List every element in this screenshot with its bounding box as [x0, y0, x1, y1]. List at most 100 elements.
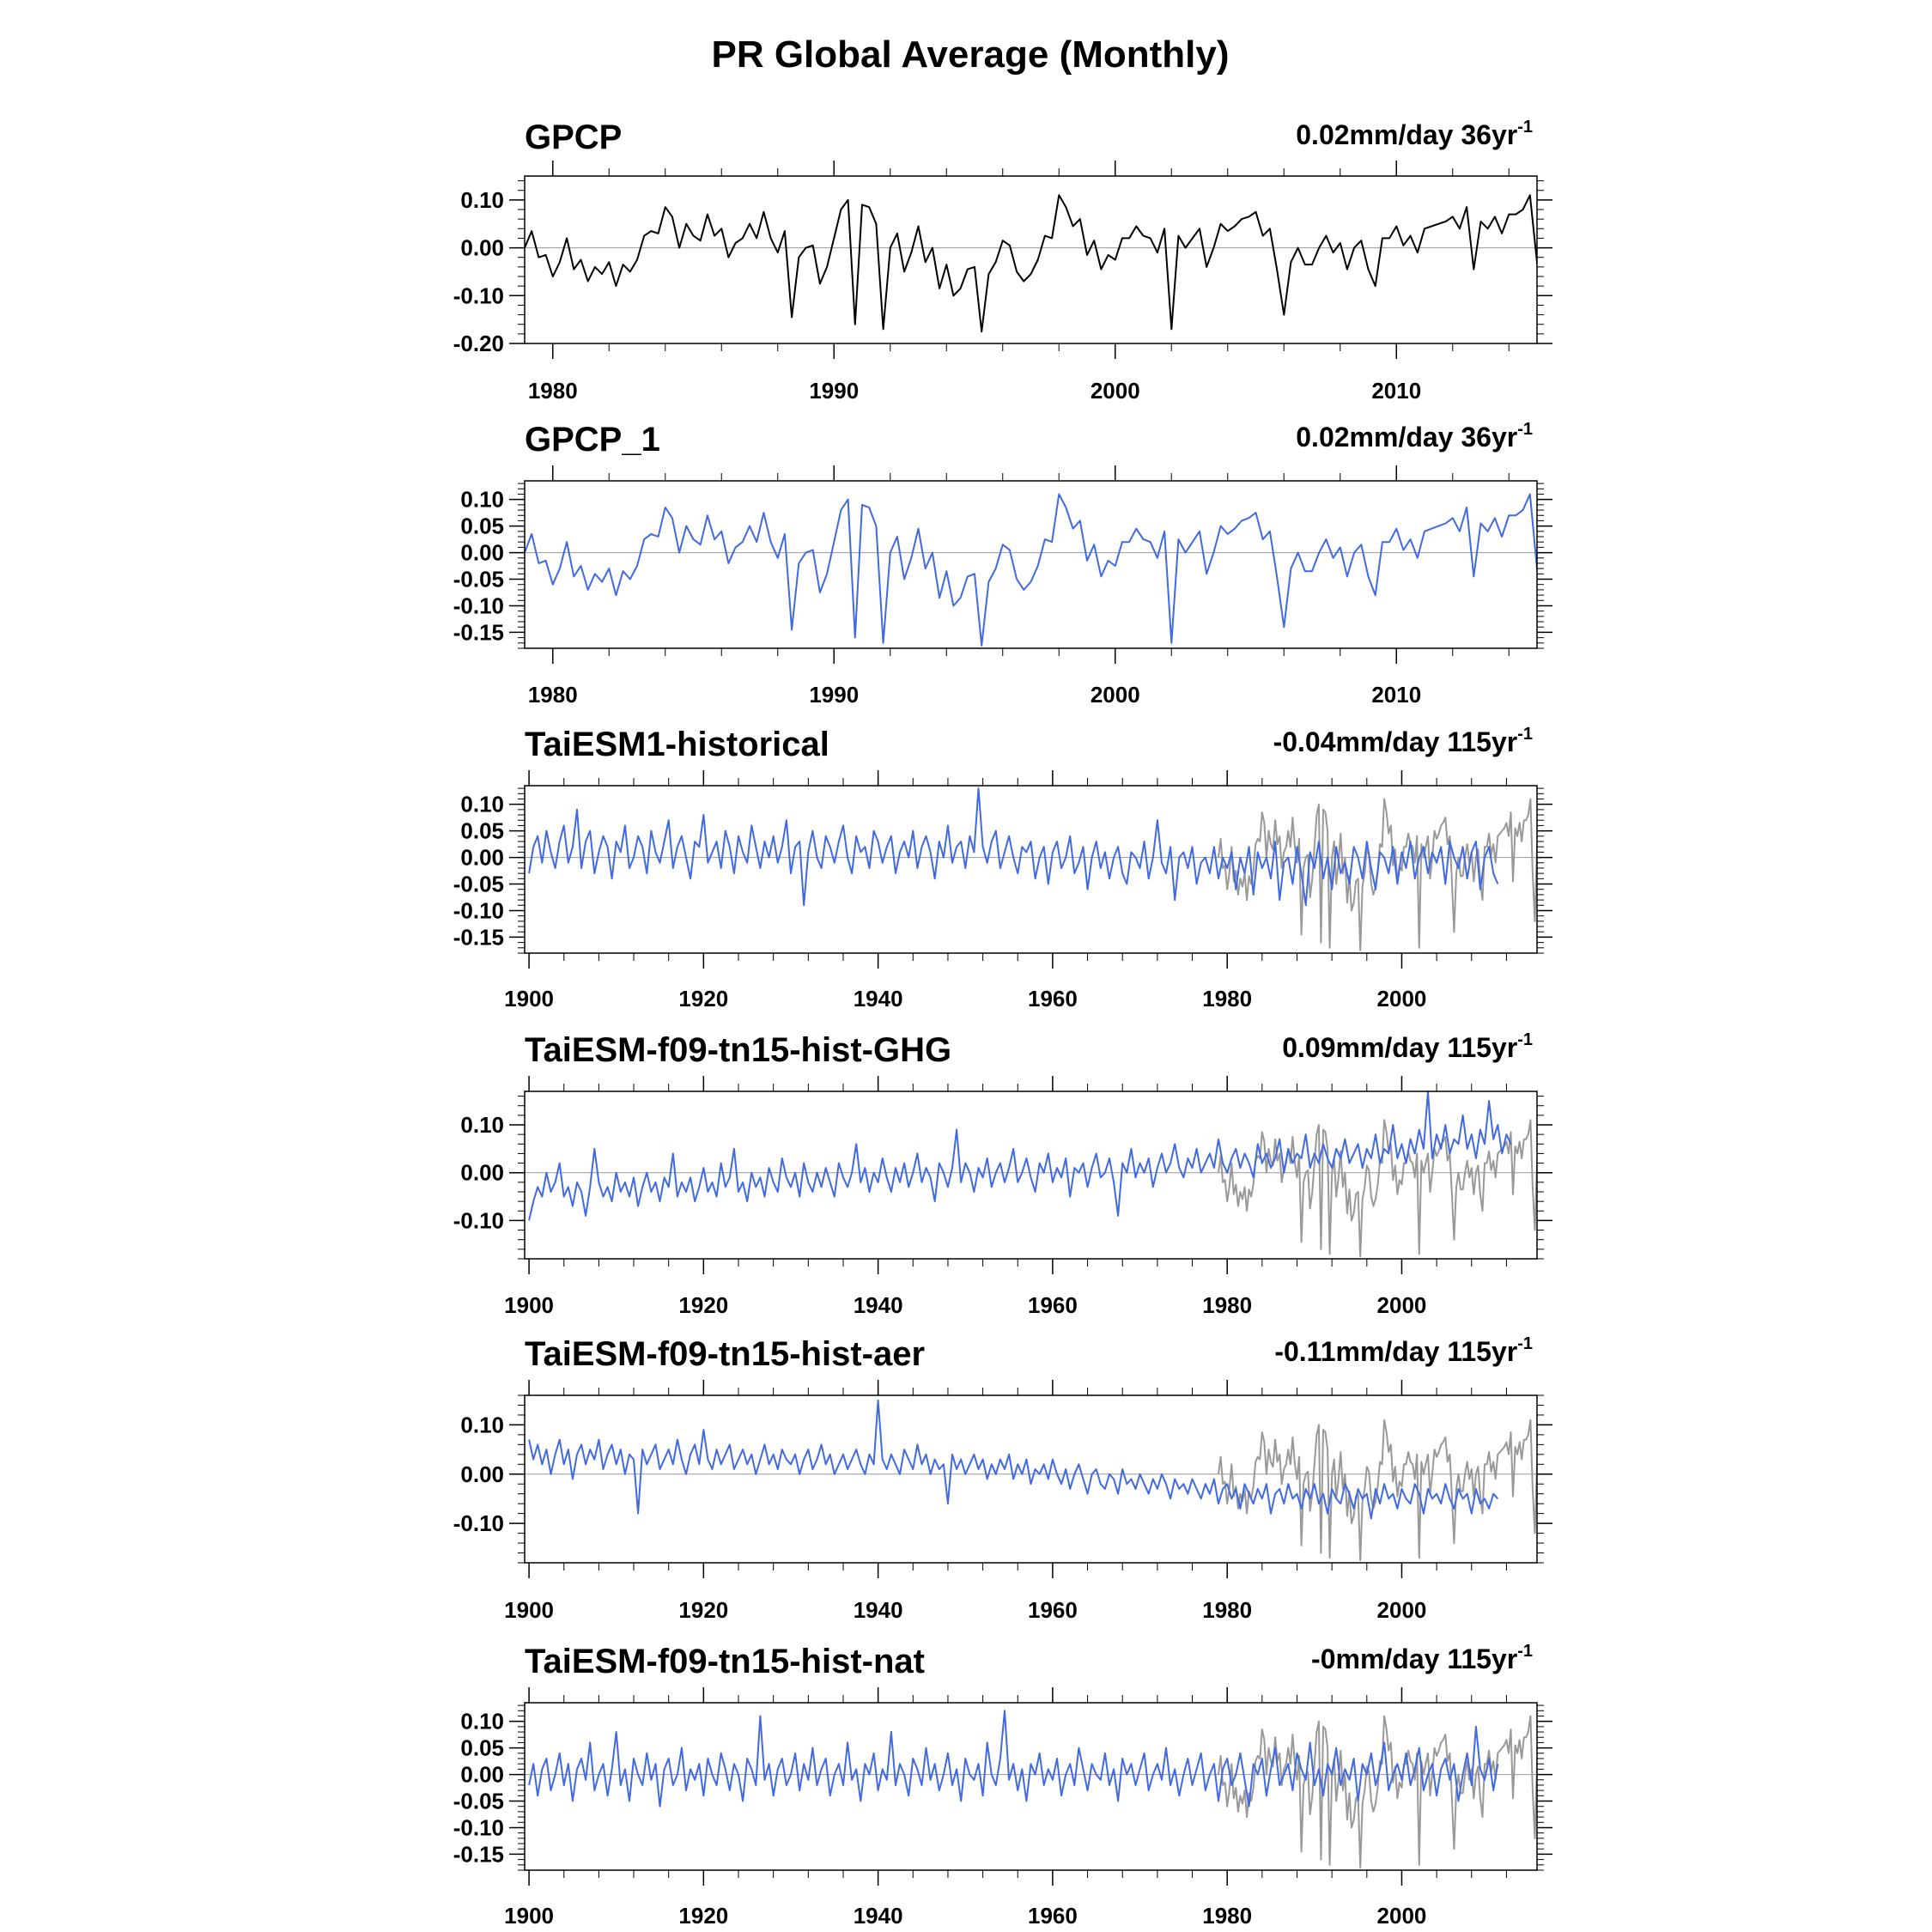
trend-exponent: -1	[1517, 420, 1533, 439]
x-tick-label: 1980	[528, 378, 578, 404]
y-tick-label: -0.20	[453, 331, 504, 356]
y-tick-label: -0.15	[453, 1841, 504, 1867]
panel-title: GPCP	[525, 118, 622, 156]
series-line-model	[528, 787, 1499, 907]
trend-text: 0.02mm/day 36yr	[1296, 119, 1517, 150]
x-tick-label: 1920	[678, 986, 728, 1012]
series-line-obs_overlay	[1218, 1715, 1537, 1868]
plot-frame	[524, 785, 1538, 954]
trend-text: 0.02mm/day 36yr	[1296, 422, 1517, 453]
x-tick-label: 2000	[1091, 378, 1140, 404]
x-tick-label: 2000	[1377, 1597, 1427, 1623]
x-tick-label: 1960	[1028, 1597, 1078, 1623]
panel-title: TaiESM-f09-tn15-hist-GHG	[525, 1031, 951, 1069]
x-tick-label: 1980	[1202, 1292, 1252, 1318]
y-tick-label: 0.10	[460, 187, 504, 213]
x-tick-label: 1920	[678, 1903, 728, 1929]
y-tick-label: 0.05	[460, 818, 504, 844]
plot-frame	[524, 1394, 1538, 1564]
y-tick-label: -0.15	[453, 924, 504, 950]
panel-1: GPCP 0.02mm/day 36yr-1 0.10 0.00 -0.10 -0.20 1…	[453, 118, 1552, 404]
series-line-obs_overlay	[1218, 1119, 1537, 1258]
y-tick-label: -0.10	[453, 592, 504, 618]
y-tick-label: -0.15	[453, 619, 504, 645]
y-tick-label: -0.10	[453, 1814, 504, 1840]
y-tick-label: 0.10	[460, 1112, 504, 1138]
plot-frame	[524, 175, 1538, 344]
y-tick-label: 0.00	[460, 1461, 504, 1487]
panel-title: TaiESM-f09-tn15-hist-aer	[525, 1335, 925, 1373]
series-line-model	[525, 493, 1537, 647]
x-tick-label: 1900	[504, 1903, 554, 1929]
chart-panels: GPCP 0.02mm/day 36yr-10.100.00-0.10-0.201…	[453, 118, 1552, 1929]
y-tick-label: 0.05	[460, 513, 504, 539]
y-tick-label: -0.10	[453, 1207, 504, 1233]
y-tick-label: 0.05	[460, 1735, 504, 1761]
x-tick-label: 1960	[1028, 1292, 1078, 1318]
y-tick-label: -0.05	[453, 872, 504, 897]
panel-3: TaiESM1-historical -0.04mm/day 115yr-1 0.1…	[453, 725, 1552, 1012]
panel-2: GPCP_1 0.02mm/day 36yr-1 0.100.050.00-0.05…	[453, 420, 1552, 708]
x-tick-label: 1960	[1028, 1903, 1078, 1929]
panel-title: GPCP_1	[525, 421, 660, 459]
series-line-model	[528, 1399, 1499, 1520]
series-line-obs_overlay	[1218, 1419, 1537, 1562]
x-tick-label: 1940	[854, 986, 903, 1012]
x-tick-label: 2000	[1377, 1292, 1427, 1318]
trend-text: -0mm/day 115yr	[1311, 1643, 1517, 1674]
x-tick-label: 1990	[809, 378, 859, 404]
trend-exponent: -1	[1517, 118, 1533, 137]
x-tick-label: 1980	[1202, 986, 1252, 1012]
x-tick-label: 1990	[809, 682, 859, 708]
panel-title: TaiESM-f09-tn15-hist-nat	[525, 1643, 925, 1680]
plot-frame	[524, 480, 1538, 649]
y-tick-label: 0.00	[460, 1160, 504, 1186]
trend-label: -0.11mm/day 115yr-1	[1274, 1334, 1533, 1367]
y-tick-label: -0.10	[453, 283, 504, 308]
x-tick-label: 2000	[1377, 986, 1427, 1012]
trend-label: 0.02mm/day 36yr-1	[1296, 420, 1533, 453]
y-tick-label: 0.10	[460, 792, 504, 817]
trend-exponent: -1	[1517, 1642, 1533, 1661]
x-tick-label: 1980	[1202, 1903, 1252, 1929]
y-tick-label: 0.00	[460, 1762, 504, 1788]
y-tick-label: 0.10	[460, 1709, 504, 1735]
x-tick-label: 1980	[528, 682, 578, 708]
x-tick-label: 1920	[678, 1292, 728, 1318]
figure-title: PR Global Average (Monthly)	[711, 33, 1229, 76]
x-tick-label: 1900	[504, 986, 554, 1012]
series-line-model	[528, 1091, 1512, 1221]
panel-6: TaiESM-f09-tn15-hist-nat -0mm/day 115yr-1…	[453, 1642, 1552, 1929]
x-tick-label: 1920	[678, 1597, 728, 1623]
x-tick-label: 1940	[854, 1597, 903, 1623]
panel-5: TaiESM-f09-tn15-hist-aer -0.11mm/day 115y…	[453, 1334, 1552, 1623]
x-tick-label: 2010	[1371, 682, 1421, 708]
x-tick-label: 1960	[1028, 986, 1078, 1012]
y-tick-label: -0.05	[453, 1789, 504, 1814]
x-tick-label: 2000	[1377, 1903, 1427, 1929]
y-tick-label: 0.10	[460, 487, 504, 513]
y-tick-label: 0.00	[460, 845, 504, 871]
trend-label: -0.04mm/day 115yr-1	[1273, 725, 1533, 757]
y-tick-label: -0.05	[453, 567, 504, 592]
panel-title: TaiESM1-historical	[525, 726, 829, 763]
y-tick-label: 0.10	[460, 1412, 504, 1437]
y-tick-label: 0.00	[460, 540, 504, 566]
trend-label: 0.02mm/day 36yr-1	[1296, 118, 1533, 150]
trend-exponent: -1	[1517, 725, 1533, 744]
x-tick-label: 1980	[1202, 1597, 1252, 1623]
trend-text: -0.04mm/day 115yr	[1273, 726, 1518, 757]
y-tick-label: 0.00	[460, 235, 504, 261]
x-tick-label: 1940	[854, 1903, 903, 1929]
y-tick-label: -0.10	[453, 897, 504, 923]
trend-exponent: -1	[1517, 1334, 1533, 1353]
x-tick-label: 1940	[854, 1292, 903, 1318]
x-tick-label: 2010	[1371, 378, 1421, 404]
panel-4: TaiESM-f09-tn15-hist-GHG 0.09mm/day 115yr…	[453, 1030, 1552, 1318]
y-tick-label: -0.10	[453, 1510, 504, 1536]
plot-frame	[524, 1702, 1538, 1871]
x-tick-label: 1900	[504, 1292, 554, 1318]
x-tick-label: 2000	[1091, 682, 1140, 708]
x-tick-label: 1900	[504, 1597, 554, 1623]
